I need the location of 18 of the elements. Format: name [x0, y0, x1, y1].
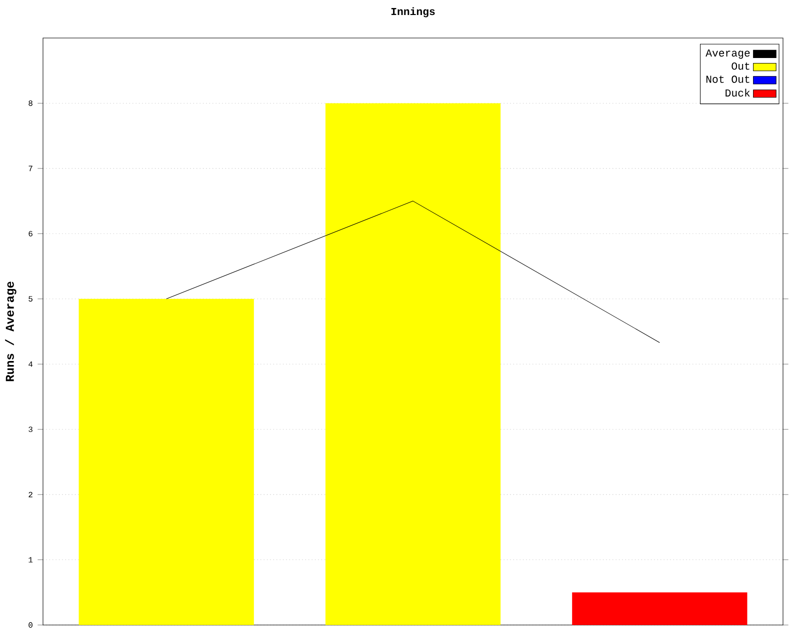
y-tick-label: 0: [28, 622, 32, 628]
legend-label: Average: [706, 49, 750, 59]
y-tick-label: 8: [28, 100, 32, 106]
legend-label: Not Out: [706, 76, 750, 83]
y-tick-label: 2: [28, 492, 32, 498]
legend-label: Duck: [726, 88, 750, 97]
y-tick-label: 7: [28, 166, 32, 172]
y-tick-label: 6: [28, 230, 32, 236]
y-axis-title: Runs / Average: [5, 282, 16, 382]
y-tick-label: 1: [28, 557, 33, 562]
y-tick-label: 3: [28, 426, 32, 432]
bar: [572, 592, 748, 626]
y-tick-label: 5: [28, 296, 32, 302]
y-tick-label: 4: [28, 361, 33, 367]
bar: [325, 103, 501, 626]
legend-label: Out: [732, 62, 750, 70]
chart-title: Innings: [391, 7, 435, 18]
bar: [78, 298, 254, 626]
